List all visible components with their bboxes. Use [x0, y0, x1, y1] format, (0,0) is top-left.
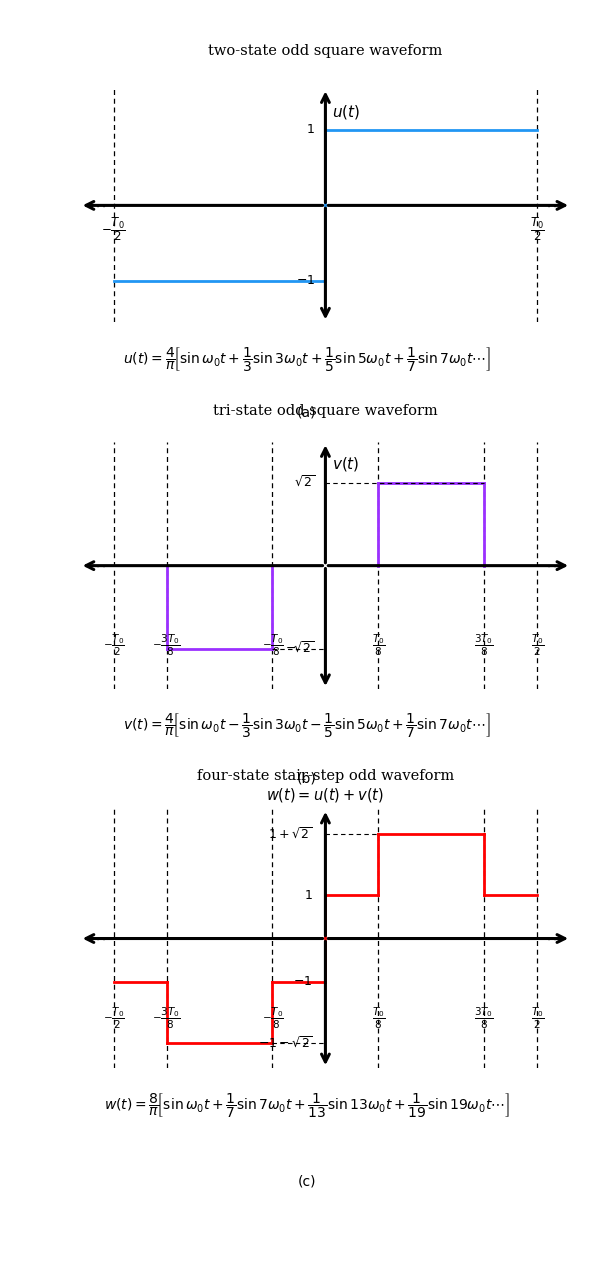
Text: $1$: $1$ [304, 889, 313, 901]
Text: $1$: $1$ [306, 124, 315, 137]
Text: $-\dfrac{T_0}{2}$: $-\dfrac{T_0}{2}$ [101, 215, 126, 243]
Text: $\dfrac{T_0}{2}$: $\dfrac{T_0}{2}$ [530, 1006, 544, 1031]
Text: $u(t) = \dfrac{4}{\pi}\!\left[\sin\omega_0 t + \dfrac{1}{3}\sin3\omega_0 t + \df: $u(t) = \dfrac{4}{\pi}\!\left[\sin\omega… [123, 345, 491, 374]
Text: $-\dfrac{T_0}{2}$: $-\dfrac{T_0}{2}$ [103, 1006, 125, 1031]
Text: (a): (a) [297, 404, 317, 420]
Text: $-\dfrac{T_0}{8}$: $-\dfrac{T_0}{8}$ [262, 633, 284, 659]
Text: $\cdots$: $\cdots$ [545, 929, 562, 948]
Text: $\dfrac{T_0}{2}$: $\dfrac{T_0}{2}$ [530, 633, 544, 659]
Text: $\cdots$: $\cdots$ [88, 556, 106, 575]
Text: $\dfrac{T_0}{8}$: $\dfrac{T_0}{8}$ [371, 633, 385, 659]
Text: $\cdots$: $\cdots$ [545, 196, 562, 215]
Text: $-\dfrac{3T_0}{8}$: $-\dfrac{3T_0}{8}$ [152, 633, 181, 659]
Text: tri-state odd square waveform: tri-state odd square waveform [213, 403, 438, 417]
Text: four-state stair-step odd waveform: four-state stair-step odd waveform [197, 769, 454, 782]
Text: $-1$: $-1$ [295, 274, 315, 287]
Text: $w(t) = u(t) + v(t)$: $w(t) = u(t) + v(t)$ [266, 786, 384, 804]
Text: $-\!\sqrt{2}$: $-\!\sqrt{2}$ [286, 641, 315, 656]
Text: $1+\sqrt{2}$: $1+\sqrt{2}$ [268, 827, 313, 842]
Text: (b): (b) [297, 771, 317, 785]
Text: $-\dfrac{3T_0}{8}$: $-\dfrac{3T_0}{8}$ [152, 1006, 181, 1031]
Text: $\dfrac{T_0}{2}$: $\dfrac{T_0}{2}$ [530, 215, 545, 243]
Text: $-\dfrac{T_0}{2}$: $-\dfrac{T_0}{2}$ [103, 633, 125, 659]
Text: $\dfrac{T_0}{8}$: $\dfrac{T_0}{8}$ [371, 1006, 385, 1031]
Text: $\cdots$: $\cdots$ [88, 929, 106, 948]
Text: $u(t)$: $u(t)$ [332, 102, 360, 120]
Text: $v(t)$: $v(t)$ [332, 455, 359, 473]
Text: $\dfrac{3T_0}{8}$: $\dfrac{3T_0}{8}$ [474, 1006, 494, 1031]
Text: two-state odd square waveform: two-state odd square waveform [208, 44, 443, 58]
Text: $w(t) = \dfrac{8}{\pi}\!\left[\sin\omega_0 t + \dfrac{1}{7}\sin7\omega_0 t + \df: $w(t) = \dfrac{8}{\pi}\!\left[\sin\omega… [104, 1092, 510, 1120]
Text: $-\dfrac{T_0}{8}$: $-\dfrac{T_0}{8}$ [262, 1006, 284, 1031]
Text: $\sqrt{2}$: $\sqrt{2}$ [293, 475, 315, 490]
Text: $-1$: $-1$ [293, 976, 313, 988]
Text: $\dfrac{3T_0}{8}$: $\dfrac{3T_0}{8}$ [474, 633, 494, 659]
Text: $\cdots$: $\cdots$ [545, 556, 562, 575]
Text: (c): (c) [298, 1174, 316, 1188]
Text: $v(t) = \dfrac{4}{\pi}\!\left[\sin\omega_0 t - \dfrac{1}{3}\sin3\omega_0 t - \df: $v(t) = \dfrac{4}{\pi}\!\left[\sin\omega… [123, 712, 491, 741]
Text: $-1-\sqrt{2}$: $-1-\sqrt{2}$ [258, 1035, 313, 1050]
Text: $\cdots$: $\cdots$ [88, 196, 106, 215]
